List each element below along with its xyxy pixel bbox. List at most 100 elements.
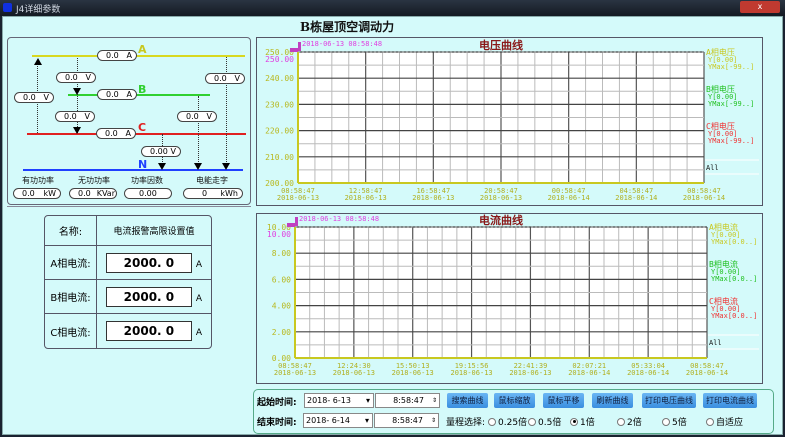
print-voltage-curve-button[interactable]: 打印电压曲线 (642, 393, 696, 408)
phase-a-limit-input[interactable]: 2000. 0 (105, 252, 192, 273)
refresh-curve-button[interactable]: 刷新曲线 (592, 393, 633, 408)
legend-name: A相电压 (706, 47, 735, 57)
page-title: B栋屋顶空调动力 (300, 20, 395, 34)
title-bar: J4详细参数 x (0, 0, 785, 16)
voltage-chart[interactable]: 200.00 210.00 220.00 230.00 240.00 250.00 08:5… (256, 37, 763, 206)
range-option-2[interactable]: 1倍 (570, 415, 595, 428)
arrow-down-icon (73, 88, 81, 95)
phase-b-limit-input[interactable]: 2000. 0 (105, 286, 192, 307)
phase-a-current: 0.0 A (97, 50, 137, 61)
unit: A (195, 328, 203, 338)
row-label: B相电流: (45, 280, 97, 314)
legend-ymax: YMax[-99..] (708, 63, 754, 71)
table-header: 名称: 电流报警高限设置值 (45, 216, 211, 246)
calendar-dropdown-icon[interactable]: ▾ (365, 396, 370, 405)
range-option-3[interactable]: 2倍 (617, 415, 642, 428)
legend-name: B相电流 (709, 259, 738, 269)
legend-ymax: YMax[0.0..] (711, 312, 757, 320)
row-label: A相电流: (45, 246, 97, 280)
legend-name: C相电压 (706, 121, 735, 131)
legend-all: All (709, 339, 722, 347)
arrow-down-icon (194, 163, 202, 170)
x-tick-time: 12:58:47 (349, 187, 383, 195)
voltage-bn: 0.0 V (177, 111, 217, 122)
row-label: C相电流: (45, 314, 97, 348)
cursor-marker (290, 48, 298, 52)
bn-connector (198, 96, 199, 166)
chart-title: 电流曲线 (479, 213, 523, 227)
x-tick-date: 2018-06-13 (412, 194, 454, 202)
range-option-label: 0.5倍 (538, 418, 562, 428)
header-name: 名称: (45, 216, 97, 246)
print-current-curve-button[interactable]: 打印电流曲线 (703, 393, 757, 408)
arrow-down-icon (158, 163, 166, 170)
range-option-1[interactable]: 0.5倍 (528, 415, 561, 428)
radio-icon[interactable] (662, 417, 670, 426)
x-tick-time: 22:41:39 (514, 362, 548, 370)
x-tick-date: 2018-06-13 (333, 369, 375, 377)
y-tick-label: 10.00 (267, 223, 291, 232)
radio-icon[interactable] (617, 417, 625, 426)
x-tick-time: 08:58:47 (278, 362, 312, 370)
end-date-picker[interactable]: 2018- 6-14 ▾ (303, 413, 373, 428)
phase-c-limit-input[interactable]: 2000. 0 (105, 321, 192, 341)
start-time-spinner[interactable]: 8:58:47 ⇕ (375, 393, 440, 408)
x-tick-date: 2018-06-14 (683, 194, 725, 202)
range-option-4[interactable]: 5倍 (662, 415, 687, 428)
y-tick-label: 0.00 (272, 354, 291, 363)
x-tick-date: 2018-06-14 (568, 369, 610, 377)
end-time-spinner[interactable]: 8:58:47 ⇕ (374, 413, 439, 428)
x-tick-time: 08:58:47 (690, 362, 724, 370)
legend-name: C相电流 (709, 296, 738, 306)
end-time-label: 结束时间: (257, 418, 297, 428)
mouse-zoom-button[interactable]: 鼠标缩放 (494, 393, 535, 408)
unit: A (195, 259, 203, 270)
voltage-cn: 0.00 V (141, 146, 181, 157)
y-tick-label: 250.00 (265, 48, 294, 57)
legend-y: Y[0.00] (708, 56, 738, 64)
voltage-an: 0.0 V (205, 73, 245, 84)
x-tick-date: 2018-06-14 (686, 369, 728, 377)
reactive-power-value: 0.0 KVar (69, 188, 117, 199)
start-time-value: 8:58:47 (393, 396, 424, 405)
window-title: J4详细参数 (16, 5, 61, 15)
legend-y: Y[0.00] (711, 268, 741, 276)
arrow-down-icon (73, 127, 81, 134)
x-tick-date: 2018-06-13 (277, 194, 319, 202)
search-curve-button[interactable]: 搜索曲线 (447, 393, 488, 408)
arrow-down-icon (222, 163, 230, 170)
range-option-label: 自适应 (716, 418, 744, 428)
cursor-marker (295, 217, 298, 226)
legend-ymax: YMax[0.0..] (711, 238, 757, 246)
mouse-pan-button[interactable]: 鼠标平移 (543, 393, 584, 408)
x-tick-date: 2018-06-13 (480, 194, 522, 202)
divider (7, 206, 251, 207)
radio-icon[interactable] (528, 417, 536, 426)
x-tick-time: 00:58:47 (552, 187, 586, 195)
x-tick-time: 16:58:47 (416, 187, 450, 195)
close-button[interactable]: x (740, 1, 780, 13)
range-option-5[interactable]: 自适应 (706, 415, 743, 428)
radio-icon[interactable] (570, 417, 578, 426)
y-tick-label: 8.00 (272, 249, 291, 258)
radio-icon[interactable] (488, 417, 496, 426)
y-tick-label: 4.00 (272, 302, 291, 311)
y-tick-label: 240.00 (265, 74, 294, 83)
legend-y: Y[0.00] (711, 231, 741, 239)
active-power-value: 0.0 kW (13, 188, 61, 199)
power-factor-label: 功率因数 (131, 176, 163, 185)
x-tick-date: 2018-06-13 (392, 369, 434, 377)
radio-icon[interactable] (706, 417, 714, 426)
wiring-diagram-panel (7, 37, 251, 205)
spinner-icon[interactable]: ⇕ (431, 397, 437, 404)
phase-b-line (68, 94, 210, 96)
start-time-label: 起始时间: (257, 398, 297, 408)
range-option-0[interactable]: 0.25倍 (488, 415, 527, 428)
spinner-icon[interactable]: ⇕ (430, 417, 436, 424)
end-date-value: 2018- 6-14 (306, 416, 350, 425)
start-date-picker[interactable]: 2018- 6-13 ▾ (304, 393, 374, 408)
calendar-dropdown-icon[interactable]: ▾ (364, 416, 369, 425)
control-panel: 起始时间: 2018- 6-13 ▾ 8:58:47 ⇕ 结束时间: 2018- 6… (253, 389, 774, 434)
current-chart[interactable]: 0.002.004.006.008.0010.0008:58:472018-06… (256, 213, 763, 384)
